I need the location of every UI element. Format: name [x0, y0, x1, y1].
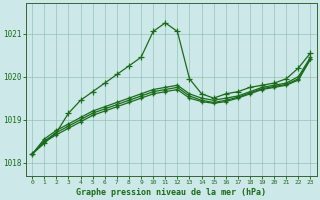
X-axis label: Graphe pression niveau de la mer (hPa): Graphe pression niveau de la mer (hPa) — [76, 188, 266, 197]
